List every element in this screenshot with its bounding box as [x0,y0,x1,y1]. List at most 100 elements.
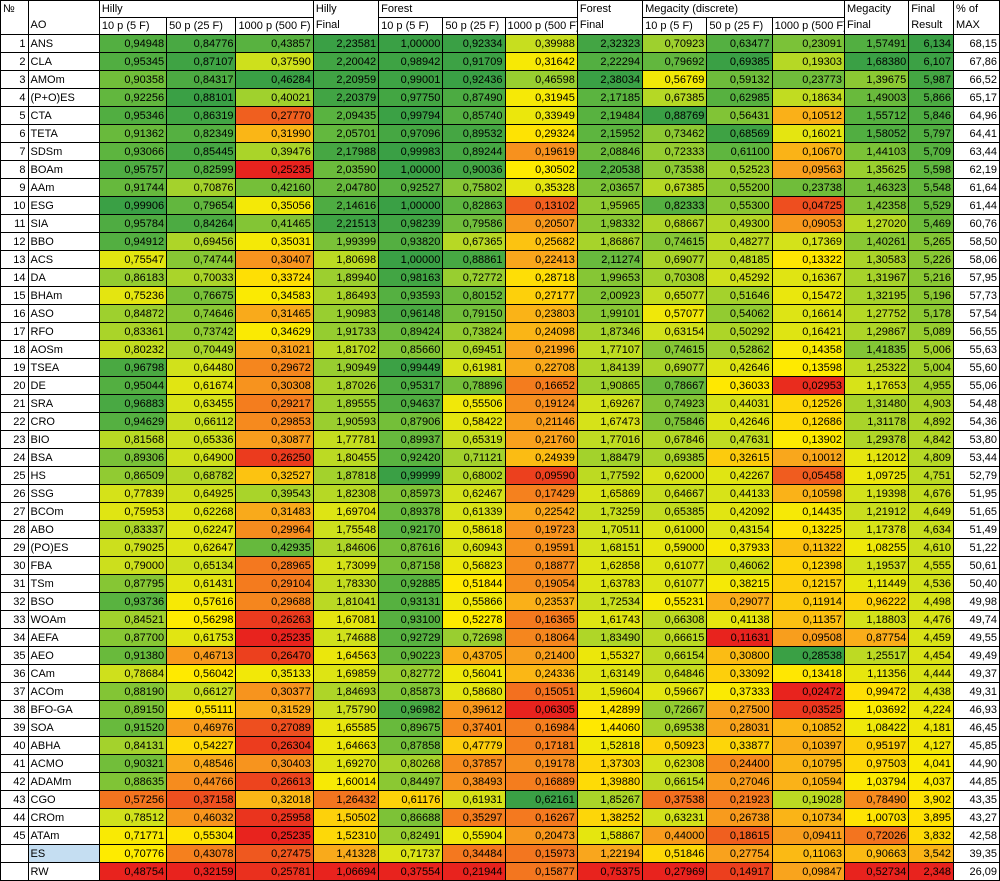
score-cell: 1,68151 [576,538,644,557]
score-cell: 0,35328 [504,178,578,197]
score-cell: 0,75375 [576,862,644,881]
score-cell: 0,92334 [442,34,506,53]
score-cell: 0,52734 [843,862,910,881]
score-cell: 0,65134 [166,556,237,575]
score-cell: 0,26263 [235,610,314,629]
score-cell: 0,12398 [771,556,845,575]
table-row: 45 ATAm 0,71771 0,55304 0,25235 1,52310 0,8249… [0,826,1000,845]
score-cell: 0,68002 [442,466,506,485]
score-cell: 49,49 [953,646,1000,665]
score-cell: 0,65319 [442,430,506,449]
score-cell: 0,26470 [235,646,314,665]
score-cell: 0,42935 [235,538,314,557]
score-cell: 2,20538 [576,160,644,179]
score-cell: 0,24939 [504,448,578,467]
score-cell: 0,10670 [771,142,845,161]
score-cell: 1,63149 [576,664,644,683]
table-row: 25 HS 0,86509 0,68782 0,32527 1,87818 0,99999 0… [0,466,1000,485]
score-cell: 0,95044 [98,376,168,395]
score-cell: 0,21923 [706,790,773,809]
score-cell: 0,60943 [442,538,506,557]
score-cell: 0,88190 [98,682,168,701]
score-cell: 0,44000 [642,826,708,845]
score-cell: 0,30502 [504,160,578,179]
score-cell: 0,72667 [642,700,708,719]
score-cell: 0,62308 [642,754,708,773]
score-cell: 2,32323 [576,34,644,53]
score-cell: 0,26250 [235,448,314,467]
score-cell: 68,15 [953,34,1000,53]
score-cell: 2,09435 [312,106,380,125]
row-index: 20 [0,376,29,395]
score-cell: 4,498 [908,592,955,611]
score-cell: 4,454 [908,646,955,665]
table-row: 41 ACMO 0,90321 0,48546 0,30403 1,69270 0,8026… [0,754,1000,773]
algorithm-name: SSG [27,484,100,503]
score-cell: 0,11322 [771,538,845,557]
score-cell: 0,41138 [706,610,773,629]
row-index: 15 [0,286,29,305]
table-row: 43 CGO 0,57256 0,37158 0,32018 1,26432 0,61176… [0,790,1000,809]
score-cell: 53,44 [953,448,1000,467]
score-cell: 0,74646 [166,304,237,323]
score-cell: 0,21996 [504,340,578,359]
score-cell: 0,21400 [504,646,578,665]
score-cell: 0,32018 [235,790,314,809]
score-cell: 0,70449 [166,340,237,359]
row-index: 23 [0,430,29,449]
algorithm-name: BHAm [27,286,100,305]
row-index: 27 [0,502,29,521]
score-cell: 0,98239 [378,214,444,233]
table-row: 5 CTA 0,95346 0,86319 0,27770 2,09435 0,99794 0… [0,106,1000,125]
row-index [0,862,29,881]
score-cell: 1,41835 [843,340,910,359]
score-cell: 0,10512 [771,106,845,125]
score-cell: 0,29688 [235,592,314,611]
score-cell: 1,85267 [576,790,644,809]
score-cell: 0,12686 [771,412,845,431]
score-cell: 0,61077 [642,556,708,575]
score-cell: 0,99999 [378,466,444,485]
score-cell: 0,27500 [706,700,773,719]
score-cell: 0,25235 [235,826,314,845]
score-cell: 0,89378 [378,502,444,521]
score-cell: 1,77107 [576,340,644,359]
score-cell: 1,22194 [576,844,644,863]
header-megacity-final: Megacity Final [843,0,910,35]
score-cell: 5,089 [908,322,955,341]
score-cell: 66,52 [953,70,1000,89]
row-index: 29 [0,538,29,557]
score-cell: 1,38252 [576,808,644,827]
algorithm-name: RFO [27,322,100,341]
score-cell: 1,30583 [843,250,910,269]
row-index: 17 [0,322,29,341]
score-cell: 0,66154 [642,646,708,665]
score-cell: 0,16421 [771,322,845,341]
score-cell: 4,903 [908,394,955,413]
score-cell: 1,39880 [576,772,644,791]
score-cell: 0,40021 [235,88,314,107]
score-cell: 5,216 [908,268,955,287]
score-cell: 0,22542 [504,502,578,521]
score-cell: 1,84606 [312,538,380,557]
score-cell: 0,25235 [235,160,314,179]
score-cell: 0,61753 [166,628,237,647]
table-row: 10 ESG 0,99906 0,79654 0,35056 2,14616 1,00000… [0,196,1000,215]
score-cell: 1,67473 [576,412,644,431]
score-cell: 0,69077 [642,250,708,269]
score-cell: 0,83361 [98,322,168,341]
score-cell: 0,90321 [98,754,168,773]
score-cell: 0,42160 [235,178,314,197]
score-cell: 0,06305 [504,700,578,719]
score-cell: 1,31178 [843,412,910,431]
score-cell: 0,85873 [378,682,444,701]
score-cell: 0,10012 [771,448,845,467]
score-cell: 0,56823 [442,556,506,575]
score-cell: 5,469 [908,214,955,233]
score-cell: 0,84497 [378,772,444,791]
score-cell: 0,57077 [642,304,708,323]
score-cell: 0,75547 [98,250,168,269]
score-cell: 0,58618 [442,520,506,539]
score-cell: 4,444 [908,664,955,683]
score-cell: 0,44133 [706,484,773,503]
